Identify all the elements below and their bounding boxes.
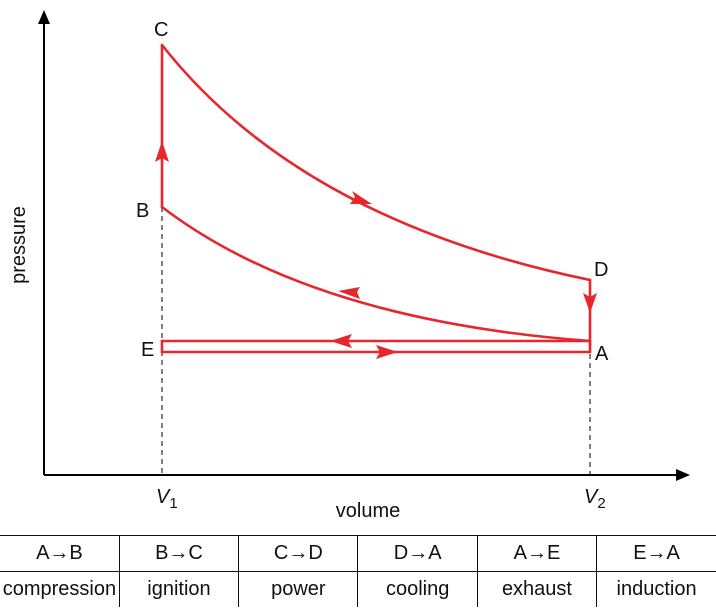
stage-cell: power — [238, 571, 359, 607]
stage-cell: exhaust — [476, 571, 598, 607]
x-tick-v1-main: V — [156, 486, 171, 508]
y-axis-label: pressure — [8, 206, 30, 284]
point-label-e: E — [141, 339, 154, 361]
path-c-to-d — [160, 43, 592, 282]
transition-cell: A→B — [0, 535, 120, 572]
x-tick-v2-sub: 2 — [597, 495, 605, 512]
point-label-a: A — [595, 343, 609, 365]
arrow-e-a-icon — [376, 345, 398, 359]
stage-cell: ignition — [118, 571, 240, 607]
point-label-d: D — [594, 259, 608, 281]
arrow-a-b-icon — [338, 287, 360, 299]
transition-cell: B→C — [118, 535, 240, 572]
x-tick-v1: V1 — [156, 486, 178, 512]
arrow-up-icon — [155, 141, 169, 162]
arrow-a-e-icon — [330, 334, 352, 348]
y-axis-arrow-icon — [38, 10, 50, 24]
arrow-c-d-icon — [350, 191, 372, 204]
arrow-down-icon — [583, 293, 597, 313]
stage-cell: induction — [596, 571, 716, 607]
table-row-stages: compression ignition power cooling exhau… — [0, 571, 716, 607]
x-tick-v1-sub: 1 — [169, 495, 177, 512]
x-tick-v2-main: V — [584, 486, 599, 508]
pv-diagram: C B D A E pressure volume V1 V2 — [8, 10, 690, 522]
process-table: A→B B→C C→D D→A A→E E→A compression igni… — [0, 535, 716, 607]
stage-cell: cooling — [357, 571, 478, 607]
transition-cell: D→A — [357, 535, 478, 572]
x-tick-v2: V2 — [584, 486, 606, 512]
point-label-b: B — [136, 200, 149, 222]
transition-cell: C→D — [238, 535, 359, 572]
stage-cell: compression — [0, 571, 120, 607]
transition-cell: A→E — [476, 535, 598, 572]
x-axis-label: volume — [336, 500, 400, 522]
table-row-transitions: A→B B→C C→D D→A A→E E→A — [0, 535, 716, 572]
path-a-to-b — [160, 205, 592, 343]
point-label-c: C — [154, 19, 168, 41]
transition-cell: E→A — [596, 535, 716, 572]
x-axis-arrow-icon — [676, 469, 690, 481]
